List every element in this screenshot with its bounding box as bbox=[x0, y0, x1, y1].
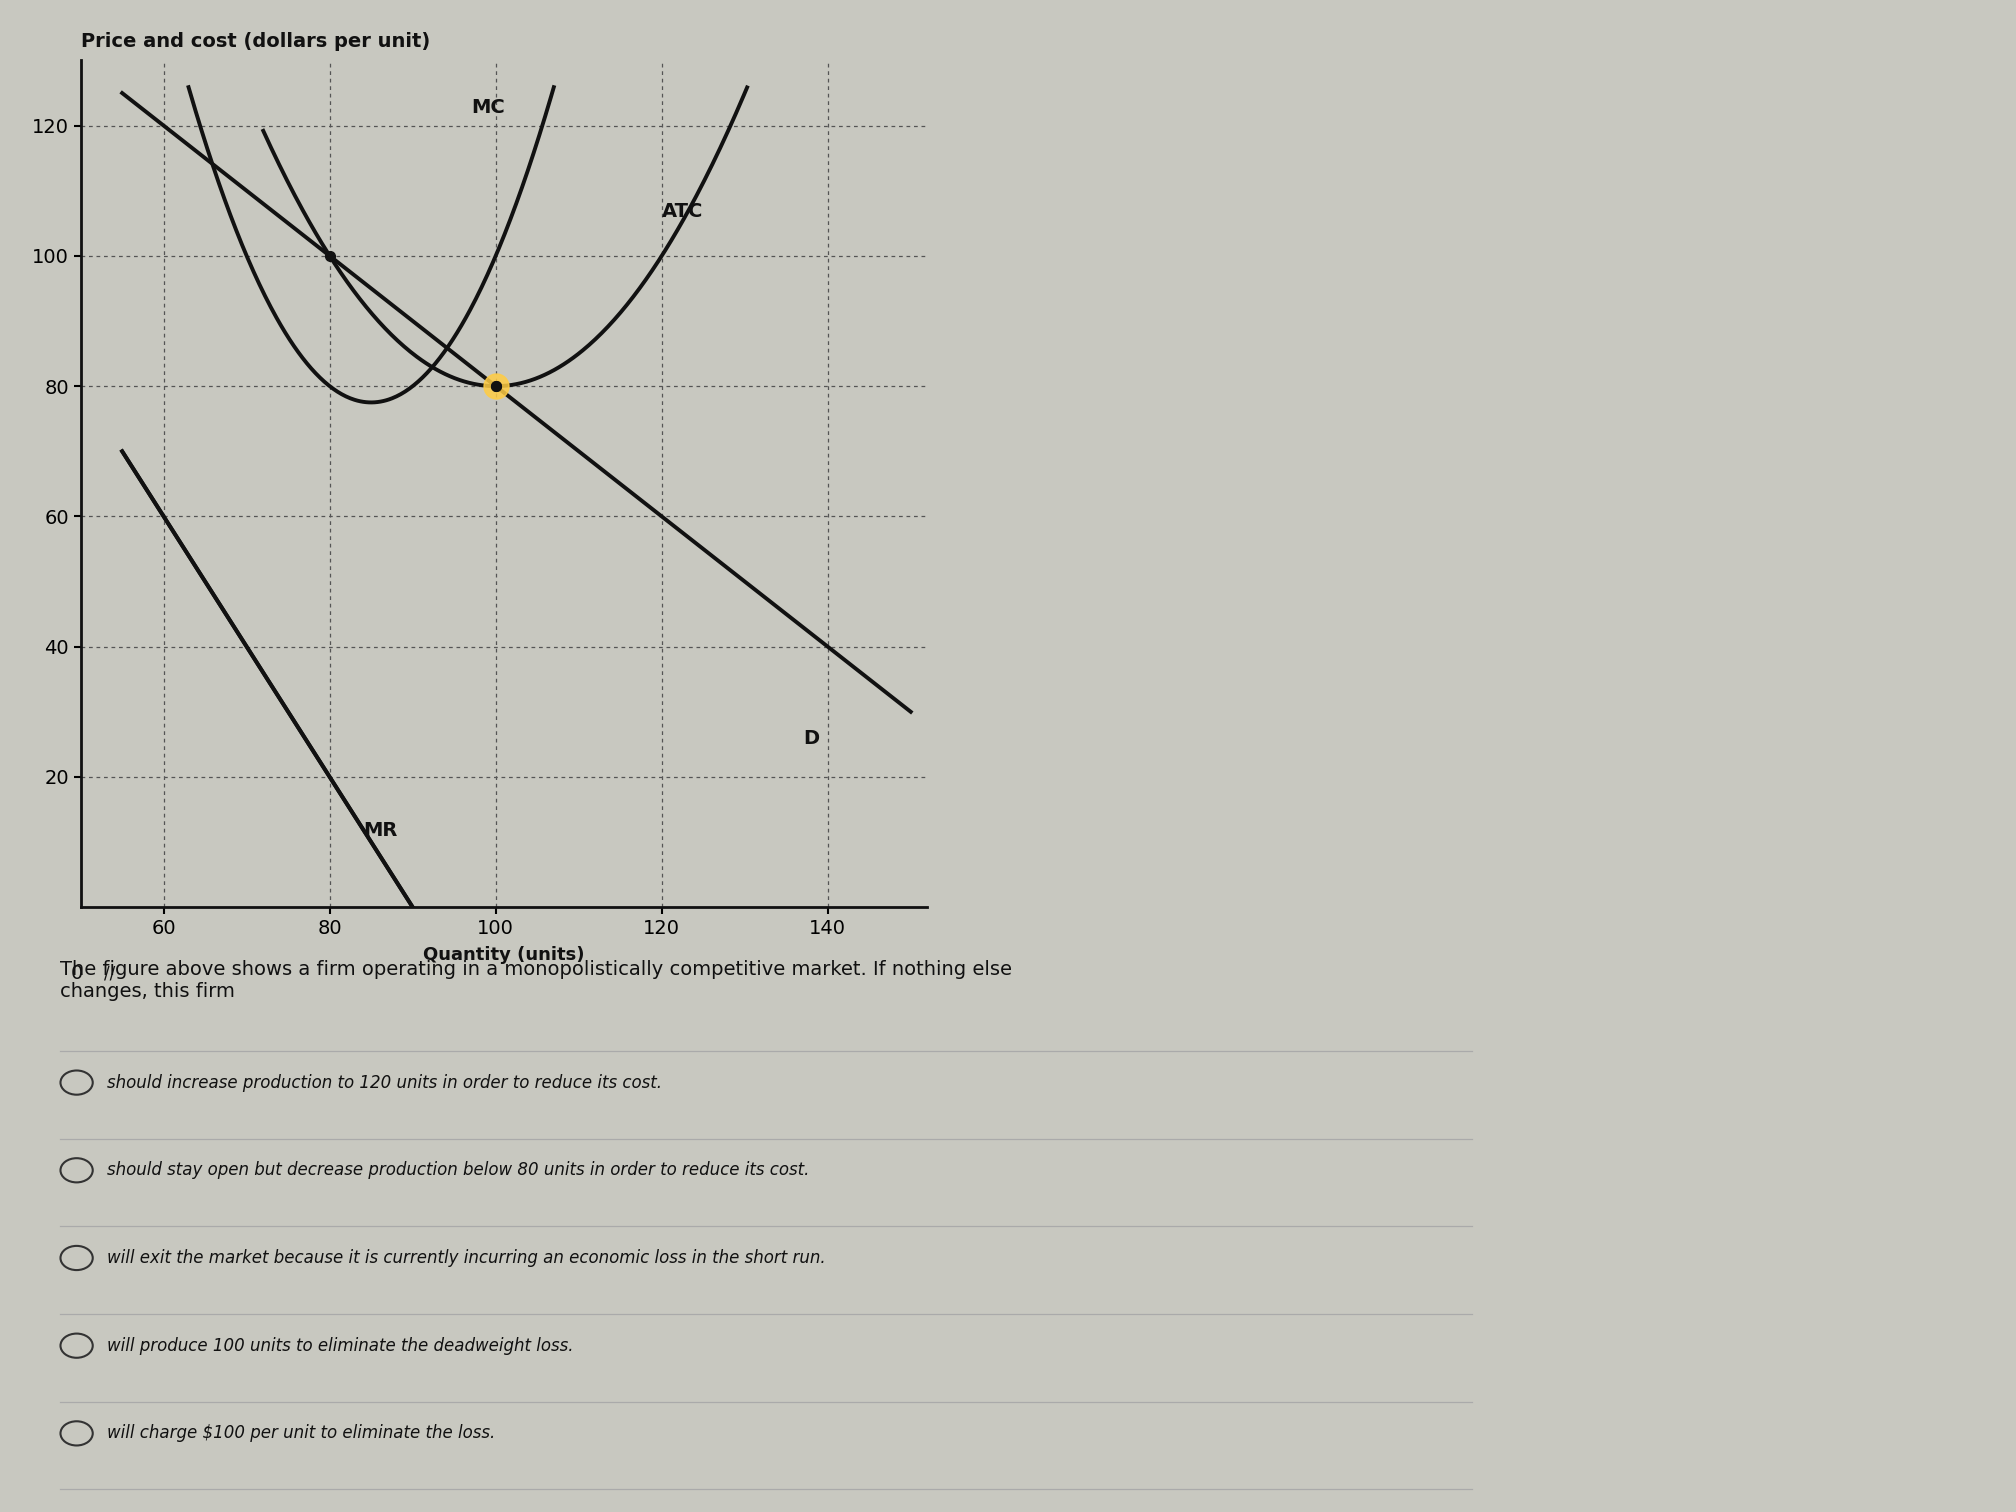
Text: will exit the market because it is currently incurring an economic loss in the s: will exit the market because it is curre… bbox=[107, 1249, 825, 1267]
Text: should increase production to 120 units in order to reduce its cost.: should increase production to 120 units … bbox=[107, 1074, 661, 1092]
Text: The figure above shows a firm operating in a monopolistically competitive market: The figure above shows a firm operating … bbox=[60, 960, 1012, 1001]
Text: D: D bbox=[802, 729, 818, 748]
Text: should stay open but decrease production below 80 units in order to reduce its c: should stay open but decrease production… bbox=[107, 1161, 808, 1179]
Text: MR: MR bbox=[363, 821, 397, 839]
Text: ATC: ATC bbox=[661, 201, 704, 221]
Text: 0: 0 bbox=[71, 963, 83, 983]
Text: //: // bbox=[105, 965, 115, 983]
X-axis label: Quantity (units): Quantity (units) bbox=[423, 947, 585, 965]
Text: Price and cost (dollars per unit): Price and cost (dollars per unit) bbox=[81, 32, 429, 50]
Text: will produce 100 units to eliminate the deadweight loss.: will produce 100 units to eliminate the … bbox=[107, 1337, 573, 1355]
Text: MC: MC bbox=[472, 98, 504, 116]
Text: will charge $100 per unit to eliminate the loss.: will charge $100 per unit to eliminate t… bbox=[107, 1424, 496, 1442]
